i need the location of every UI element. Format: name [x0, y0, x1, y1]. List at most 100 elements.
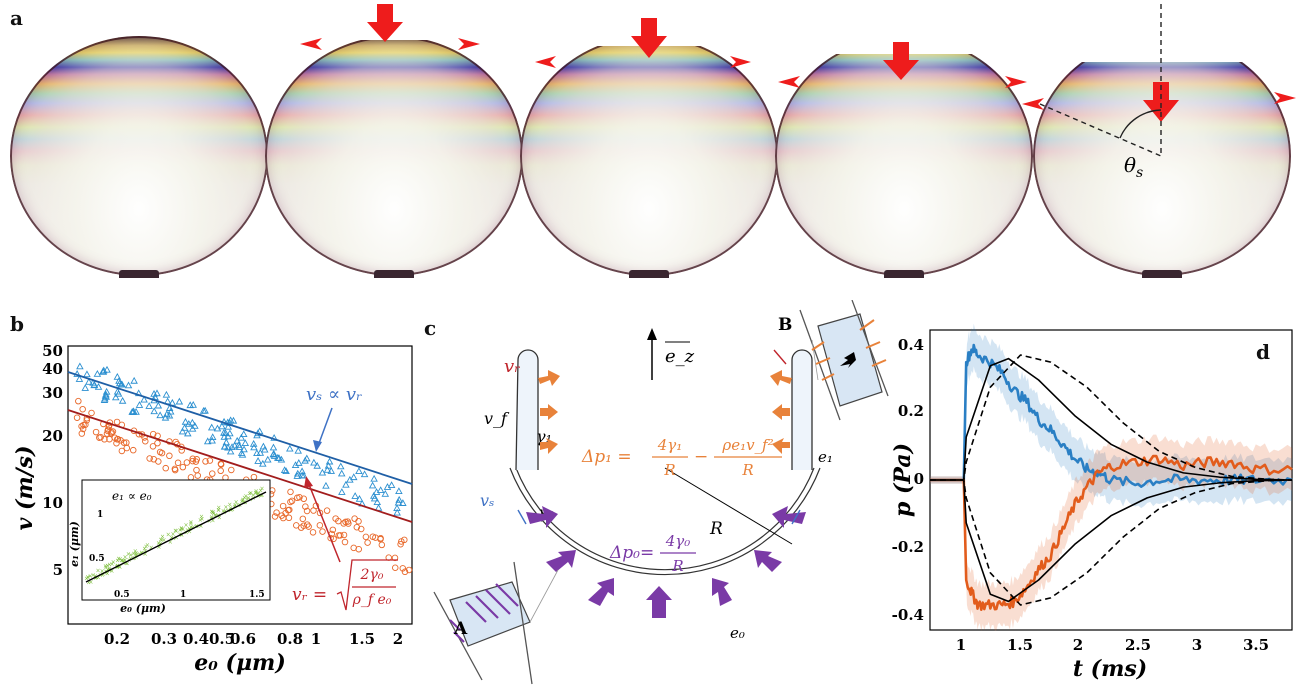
- vs-data-point: [165, 404, 174, 411]
- r-label: R: [709, 519, 723, 539]
- zoom-b-label: B: [778, 315, 792, 335]
- y-axis-label: p (Pa): [890, 443, 916, 517]
- inset-data-point: ×: [105, 570, 110, 577]
- inset-data-point: ×: [160, 534, 165, 541]
- bubble-holder: [1142, 270, 1182, 278]
- vs-data-point: [393, 508, 401, 516]
- vs-data-point: [165, 411, 174, 419]
- vr-data-point: [278, 512, 285, 519]
- arrow-up-icon: [647, 328, 657, 340]
- inset-data-point: ×: [93, 575, 98, 582]
- vs-data-point: [226, 429, 234, 437]
- y-tick: 50: [42, 342, 63, 360]
- vr-data-point: [142, 438, 149, 445]
- inset-data-point: ×: [168, 539, 173, 546]
- inset-data-point: ×: [198, 517, 203, 524]
- inset-data-point: ×: [110, 561, 115, 568]
- inset-data-point: ×: [223, 504, 228, 511]
- x-tick: 0.2: [104, 630, 130, 648]
- vr-data-point: [299, 515, 307, 523]
- dp0-den: R: [671, 557, 683, 575]
- vs-data-point: [130, 376, 138, 384]
- vr-data-point: [309, 529, 317, 536]
- inset-data-point: ×: [174, 528, 179, 535]
- e0-label: e₀: [730, 624, 745, 642]
- vs-data-point: [76, 362, 84, 370]
- vr-data-point: [192, 458, 200, 465]
- vs-data-point: [185, 419, 193, 427]
- inset-data-point: ×: [122, 557, 127, 564]
- dp1-t1-num: 4γ₁: [657, 436, 683, 454]
- x-tick: 3: [1192, 636, 1202, 654]
- inset-data-point: ×: [174, 534, 179, 541]
- vs-data-point: [220, 432, 229, 440]
- inset-data-point: ×: [156, 540, 161, 547]
- inset-data-point: ×: [169, 534, 174, 541]
- vs-annotation: vₛ ∝ vᵣ: [306, 384, 362, 405]
- y-tick: -0.2: [892, 538, 924, 556]
- inset-data-point: ×: [100, 572, 105, 579]
- inset-data-point: ×: [230, 506, 235, 513]
- vs-data-point: [224, 422, 233, 430]
- inset-data-point: ×: [158, 536, 163, 543]
- inset-data-point: ×: [109, 568, 114, 575]
- vs-data-point: [145, 402, 153, 409]
- vr-data-point: [323, 507, 331, 514]
- vr-data-point: [286, 506, 293, 514]
- vs-data-point: [191, 421, 199, 429]
- inset-data-point: ×: [180, 526, 185, 533]
- vs-fit-line: [67, 371, 413, 485]
- inset-data-point: ×: [84, 576, 89, 583]
- vs-data-point: [75, 375, 84, 382]
- bubble-cap: [1033, 36, 1291, 62]
- vs-data-point: [102, 392, 110, 400]
- purple-pressure-arrows: [526, 506, 806, 618]
- inset-data-point: ×: [185, 527, 190, 534]
- inset-data-point: ×: [100, 568, 105, 575]
- vr-data-point: [397, 540, 404, 548]
- right-pointer-icon: [535, 56, 556, 68]
- arrow-head-icon: [313, 440, 322, 452]
- left-pointer-icon: [730, 56, 751, 68]
- inset-data-point: ×: [123, 560, 128, 567]
- inset-y-label: e₁ (μm): [68, 521, 81, 567]
- inset-data-point: ×: [88, 579, 93, 586]
- vr-data-point: [209, 470, 216, 477]
- vr-data-point: [75, 397, 82, 405]
- vr-data-point: [129, 446, 137, 454]
- x-tick: 2: [1073, 636, 1083, 654]
- inset-y-tick: 0.5: [89, 554, 105, 564]
- inset-data-point: ×: [93, 573, 98, 580]
- vr-data-point: [162, 464, 169, 472]
- vr-data-point: [302, 503, 309, 510]
- x-tick: 1.5: [349, 630, 375, 648]
- inset-data-point: ×: [189, 524, 194, 531]
- y-tick: 0: [914, 470, 924, 488]
- inset-data-point: ×: [211, 509, 216, 516]
- x-axis-label: e₀ (μm): [194, 650, 286, 676]
- vs-data-point: [372, 488, 381, 495]
- vr-data-point: [174, 459, 182, 467]
- down-arrow-icon: [631, 18, 667, 58]
- pressure-arrow-icon: [712, 578, 732, 606]
- vs-data-point: [99, 367, 107, 375]
- vr-data-point: [279, 502, 287, 510]
- vs-data-point: [140, 395, 148, 403]
- vr-data-point: [217, 467, 224, 475]
- inset-data-point: ×: [248, 490, 253, 497]
- inset-data-point: ×: [216, 507, 221, 514]
- vs-data-point: [228, 443, 236, 450]
- inset-data-point: ×: [217, 515, 222, 522]
- vr-data-point: [391, 554, 399, 562]
- inset-data-point: ×: [142, 545, 147, 552]
- vr-data-point: [287, 498, 294, 506]
- vr-data-point: [405, 566, 413, 574]
- inset-data-point: ×: [177, 527, 182, 534]
- vr-data-point: [285, 514, 293, 522]
- inset-data-point: ×: [132, 555, 137, 562]
- y-tick: 20: [42, 427, 63, 445]
- arrow-head-icon: [304, 476, 313, 488]
- confidence-band: [930, 434, 1292, 632]
- vr-data-point: [155, 458, 162, 465]
- vs-data-point: [124, 381, 133, 389]
